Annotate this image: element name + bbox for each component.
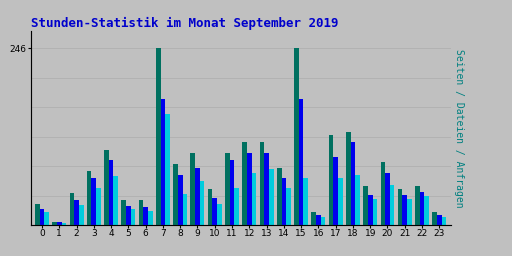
Bar xyxy=(92,178,96,225)
Bar xyxy=(355,175,360,225)
Bar xyxy=(212,198,217,225)
Bar xyxy=(195,168,200,225)
Bar xyxy=(143,207,148,225)
Bar xyxy=(299,99,304,225)
Bar xyxy=(304,178,308,225)
Bar xyxy=(363,186,368,225)
Bar xyxy=(121,200,126,225)
Bar xyxy=(269,169,273,225)
Bar xyxy=(131,209,135,225)
Bar xyxy=(294,48,299,225)
Bar xyxy=(321,217,326,225)
Bar xyxy=(139,200,143,225)
Bar xyxy=(286,188,291,225)
Bar xyxy=(338,178,343,225)
Bar xyxy=(407,199,412,225)
Bar xyxy=(52,222,57,225)
Bar xyxy=(424,196,429,225)
Bar xyxy=(165,114,170,225)
Bar xyxy=(217,204,222,225)
Bar xyxy=(368,195,373,225)
Bar xyxy=(182,194,187,225)
Bar xyxy=(161,99,165,225)
Bar xyxy=(109,161,113,225)
Bar xyxy=(251,173,257,225)
Bar xyxy=(35,204,39,225)
Bar xyxy=(282,178,286,225)
Bar xyxy=(351,142,355,225)
Bar xyxy=(113,176,118,225)
Bar xyxy=(208,189,212,225)
Bar xyxy=(316,215,321,225)
Bar xyxy=(190,153,195,225)
Bar xyxy=(385,173,390,225)
Bar xyxy=(390,185,394,225)
Bar xyxy=(70,193,74,225)
Bar xyxy=(230,161,234,225)
Bar xyxy=(277,168,282,225)
Bar xyxy=(156,48,161,225)
Bar xyxy=(234,188,239,225)
Bar xyxy=(126,206,131,225)
Bar xyxy=(242,142,247,225)
Bar xyxy=(398,189,402,225)
Bar xyxy=(44,212,49,225)
Bar xyxy=(415,186,420,225)
Bar xyxy=(437,215,442,225)
Bar xyxy=(420,192,424,225)
Y-axis label: Seiten / Dateien / Anfragen: Seiten / Dateien / Anfragen xyxy=(454,49,464,207)
Bar xyxy=(402,195,407,225)
Bar xyxy=(225,153,230,225)
Bar xyxy=(96,188,101,225)
Bar xyxy=(39,209,44,225)
Bar xyxy=(247,153,251,225)
Bar xyxy=(148,211,153,225)
Bar xyxy=(79,205,83,225)
Bar xyxy=(264,153,269,225)
Bar xyxy=(260,142,264,225)
Bar xyxy=(380,162,385,225)
Text: Stunden-Statistik im Monat September 2019: Stunden-Statistik im Monat September 201… xyxy=(31,16,338,29)
Bar xyxy=(173,164,178,225)
Bar xyxy=(87,171,92,225)
Bar xyxy=(333,157,338,225)
Bar xyxy=(432,212,437,225)
Bar xyxy=(200,180,204,225)
Bar xyxy=(346,132,351,225)
Bar xyxy=(442,217,446,225)
Bar xyxy=(61,223,66,225)
Bar xyxy=(329,135,333,225)
Bar xyxy=(373,199,377,225)
Bar xyxy=(104,150,109,225)
Bar xyxy=(57,222,61,225)
Bar xyxy=(311,212,316,225)
Bar xyxy=(74,200,79,225)
Bar xyxy=(178,175,182,225)
